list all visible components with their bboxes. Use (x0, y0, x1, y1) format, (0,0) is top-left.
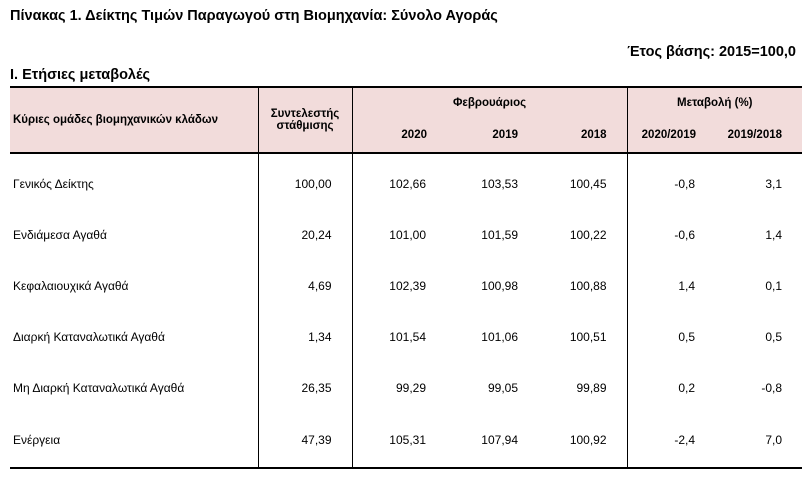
table-row: Ενέργεια 47,39 105,31 107,94 100,92 -2,4… (10, 413, 803, 469)
cell-2018: 100,88 (541, 260, 628, 311)
cell-weight: 1,34 (257, 311, 353, 362)
cell-weight: 20,24 (257, 209, 353, 260)
cell-2020: 101,00 (389, 227, 426, 242)
cell-weight: 100,00 (257, 153, 353, 209)
cell-change-2020-2019: -0,6 (674, 227, 696, 242)
cell-2020: 102,66 (389, 176, 426, 191)
cell-2020: 99,29 (395, 380, 426, 395)
cell-2019: 101,59 (481, 227, 518, 242)
cell-change-2019-2018: -0,8 (761, 380, 783, 395)
cell-change-2019-2018: 1,4 (765, 227, 783, 242)
table-row: Κεφαλαιουχικά Αγαθά 4,69 102,39 100,98 1… (10, 260, 802, 311)
col-header-change-period: 2020/2019 (627, 118, 719, 153)
cell-2018: 100,51 (541, 311, 628, 362)
cell-2020: 101,54 (389, 329, 426, 344)
col-header-year: 2018 (541, 118, 628, 153)
cell-change-2019-2018: 0,1 (765, 278, 783, 293)
cell-2019: 101,06 (481, 329, 518, 344)
cell-2018: 99,89 (541, 362, 628, 413)
cell-2018: 100,45 (541, 153, 628, 209)
table-row: Μη Διαρκή Καταναλωτικά Αγαθά 26,35 99,29… (10, 362, 802, 413)
table-row: Ενδιάμεσα Αγαθά 20,24 101,00 101,59 100,… (10, 209, 802, 260)
cell-weight: 4,69 (257, 260, 353, 311)
cell-change-2020-2019: 1,4 (678, 278, 696, 293)
cell-2019: 99,05 (487, 380, 518, 395)
row-label: Διαρκή Καταναλωτικά Αγαθά (13, 329, 165, 344)
col-header-year: 2019 (449, 118, 541, 153)
row-label: Ενέργεια (10, 413, 258, 469)
base-year-note: Έτος βάσης: 2015=100,0 (627, 44, 796, 60)
col-header-weight: Συντελεστής στάθμισης (257, 87, 353, 153)
cell-2018: 100,22 (541, 209, 628, 260)
col-header-change: Μεταβολή (%) (627, 87, 803, 118)
cell-weight: 26,35 (257, 362, 353, 413)
cell-change-2020-2019: -0,8 (674, 176, 696, 191)
price-index-table: Κύριες ομάδες βιομηχανικών κλάδων Συντελ… (10, 86, 803, 469)
table-row: Διαρκή Καταναλωτικά Αγαθά 1,34 101,54 10… (10, 311, 802, 362)
cell-change-2019-2018: 3,1 (765, 176, 783, 191)
cell-2020: 105,31 (352, 413, 449, 469)
cell-2018: 100,92 (541, 413, 628, 469)
cell-change-2019-2018: 7,0 (718, 413, 803, 469)
cell-2019: 107,94 (449, 413, 541, 469)
col-header-groups: Κύριες ομάδες βιομηχανικών κλάδων (10, 87, 258, 153)
col-header-change-period: 2019/2018 (718, 118, 803, 153)
row-label: Γενικός Δείκτης (13, 176, 94, 191)
row-label: Κεφαλαιουχικά Αγαθά (13, 278, 129, 293)
row-label: Ενδιάμεσα Αγαθά (13, 227, 107, 242)
cell-change-2020-2019: 0,5 (678, 329, 696, 344)
col-header-month: Φεβρουάριος (352, 87, 628, 118)
table-row: Γενικός Δείκτης 100,00 102,66 103,53 100… (10, 153, 802, 209)
cell-weight: 47,39 (257, 413, 353, 469)
table-title: Πίνακας 1. Δείκτης Τιμών Παραγωγού στη Β… (10, 8, 498, 24)
cell-2019: 100,98 (481, 278, 518, 293)
cell-2019: 103,53 (481, 176, 518, 191)
section-heading: Ι. Ετήσιες μεταβολές (10, 67, 151, 83)
row-label: Μη Διαρκή Καταναλωτικά Αγαθά (13, 380, 185, 395)
cell-change-2019-2018: 0,5 (765, 329, 783, 344)
col-header-year: 2020 (352, 118, 449, 153)
cell-change-2020-2019: -2,4 (627, 413, 719, 469)
cell-2020: 102,39 (389, 278, 426, 293)
cell-change-2020-2019: 0,2 (678, 380, 696, 395)
